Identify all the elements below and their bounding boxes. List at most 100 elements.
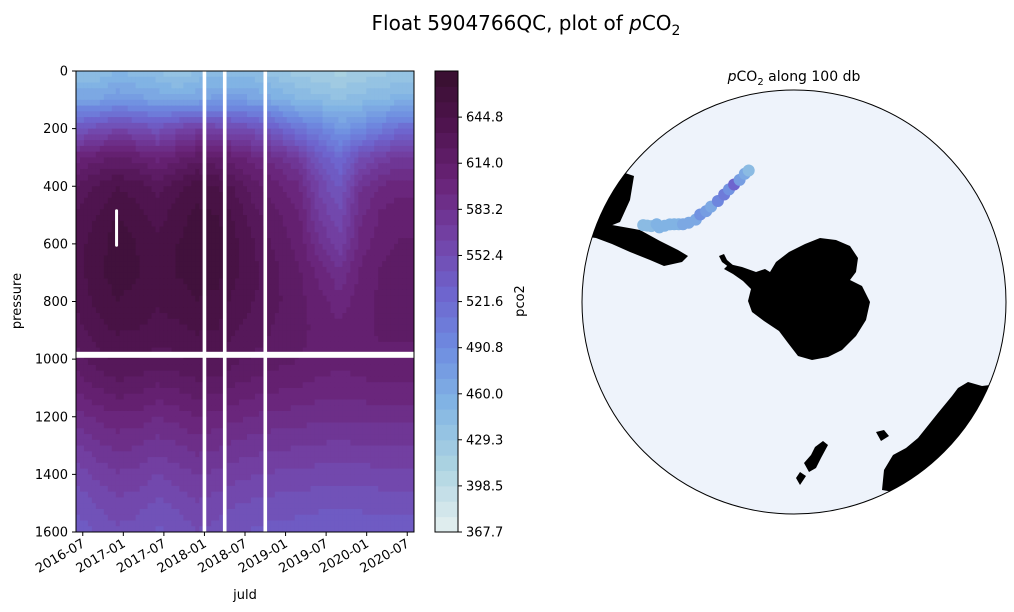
- heatmap-cell: [410, 289, 414, 297]
- heatmap-cell: [362, 168, 367, 176]
- heatmap-cell: [266, 243, 272, 251]
- heatmap-cell: [123, 88, 129, 95]
- heatmap-cell: [215, 232, 220, 239]
- heatmap-cell: [274, 145, 280, 153]
- heatmap-cell: [410, 232, 414, 239]
- heatmap-cell: [127, 151, 133, 159]
- heatmap-cell: [270, 192, 276, 199]
- heatmap-cell: [266, 134, 272, 141]
- heatmap-cell: [394, 82, 399, 89]
- heatmap-cell: [219, 359, 224, 366]
- heatmap-cell: [83, 209, 89, 216]
- heatmap-cell: [310, 387, 316, 395]
- heatmap-cell: [286, 232, 292, 239]
- heatmap-cell: [246, 261, 252, 268]
- heatmap-cell: [231, 186, 236, 193]
- heatmap-cell: [191, 168, 196, 176]
- heatmap-cell: [306, 203, 312, 210]
- heatmap-cell: [306, 71, 312, 78]
- heatmap-cell: [330, 301, 336, 308]
- heatmap-cell: [274, 197, 280, 205]
- heatmap-cell: [95, 128, 101, 135]
- heatmap-cell: [199, 105, 204, 112]
- heatmap-cell: [127, 94, 133, 101]
- heatmap-cell: [386, 134, 391, 141]
- heatmap-cell: [326, 399, 332, 406]
- heatmap-cell: [151, 94, 157, 101]
- heatmap-cell: [143, 140, 149, 147]
- heatmap-cell: [274, 261, 280, 268]
- heatmap-cell: [151, 387, 157, 395]
- heatmap-cell: [235, 180, 240, 187]
- heatmap-cell: [298, 197, 304, 205]
- heatmap-cell: [266, 145, 272, 153]
- heatmap-cell: [406, 232, 411, 239]
- heatmap-cell: [91, 134, 97, 141]
- heatmap-cell: [314, 266, 320, 274]
- heatmap-cell: [354, 163, 359, 170]
- heatmap-cell: [322, 278, 328, 285]
- heatmap-cell: [302, 105, 308, 112]
- heatmap-cell: [99, 301, 105, 308]
- heatmap-cell: [143, 197, 149, 205]
- heatmap-cell: [334, 364, 340, 372]
- heatmap-cell: [195, 347, 200, 354]
- heatmap-cell: [135, 82, 141, 89]
- heatmap-cell: [274, 295, 280, 303]
- heatmap-cell: [266, 313, 272, 320]
- heatmap-cell: [76, 71, 81, 78]
- heatmap-cell: [111, 364, 117, 372]
- heatmap-cell: [326, 232, 332, 239]
- heatmap-cell: [171, 99, 177, 107]
- heatmap-cell: [270, 232, 276, 239]
- heatmap-cell: [318, 76, 324, 84]
- heatmap-cell: [107, 266, 113, 274]
- heatmap-cell: [370, 145, 375, 153]
- heatmap-cell: [111, 186, 117, 193]
- heatmap-cell: [195, 226, 200, 233]
- heatmap-cell: [243, 220, 248, 228]
- heatmap-cell: [406, 324, 411, 331]
- heatmap-cell: [227, 88, 232, 95]
- heatmap-cell: [274, 215, 280, 222]
- heatmap-cell: [322, 284, 328, 291]
- heatmap-cell: [366, 243, 371, 251]
- heatmap-cell: [286, 88, 292, 95]
- heatmap-cell: [155, 307, 161, 314]
- heatmap-cell: [103, 168, 109, 176]
- heatmap-cell: [179, 399, 184, 406]
- heatmap-cell: [239, 336, 244, 343]
- heatmap-cell: [83, 261, 89, 268]
- heatmap-cell: [76, 336, 81, 343]
- heatmap-cell: [382, 243, 387, 251]
- heatmap-cell: [274, 163, 280, 170]
- heatmap-cell: [139, 88, 145, 95]
- heatmap-cell: [159, 272, 165, 280]
- heatmap-cell: [119, 215, 125, 222]
- heatmap-cell: [107, 295, 113, 303]
- heatmap-cell: [302, 157, 308, 164]
- heatmap-cell: [115, 134, 121, 141]
- heatmap-cell: [298, 284, 304, 291]
- heatmap-cell: [270, 405, 276, 412]
- heatmap-cell: [306, 209, 312, 216]
- heatmap-cell: [219, 168, 224, 176]
- heatmap-cell: [95, 336, 101, 343]
- heatmap-cell: [127, 105, 133, 112]
- heatmap-cell: [406, 88, 411, 95]
- heatmap-cell: [235, 376, 240, 383]
- heatmap-cell: [207, 284, 212, 291]
- heatmap-cell: [135, 376, 141, 383]
- heatmap-cell: [366, 151, 371, 159]
- heatmap-cell: [171, 232, 177, 239]
- heatmap-cell: [76, 145, 81, 153]
- heatmap-cell: [187, 364, 192, 372]
- heatmap-cell: [350, 324, 355, 331]
- heatmap-cell: [191, 301, 196, 308]
- heatmap-cell: [115, 272, 121, 280]
- heatmap-cell: [302, 186, 308, 193]
- heatmap-cell: [294, 128, 300, 135]
- heatmap-cell: [91, 94, 97, 101]
- heatmap-cell: [254, 111, 260, 118]
- heatmap-cell: [187, 324, 192, 331]
